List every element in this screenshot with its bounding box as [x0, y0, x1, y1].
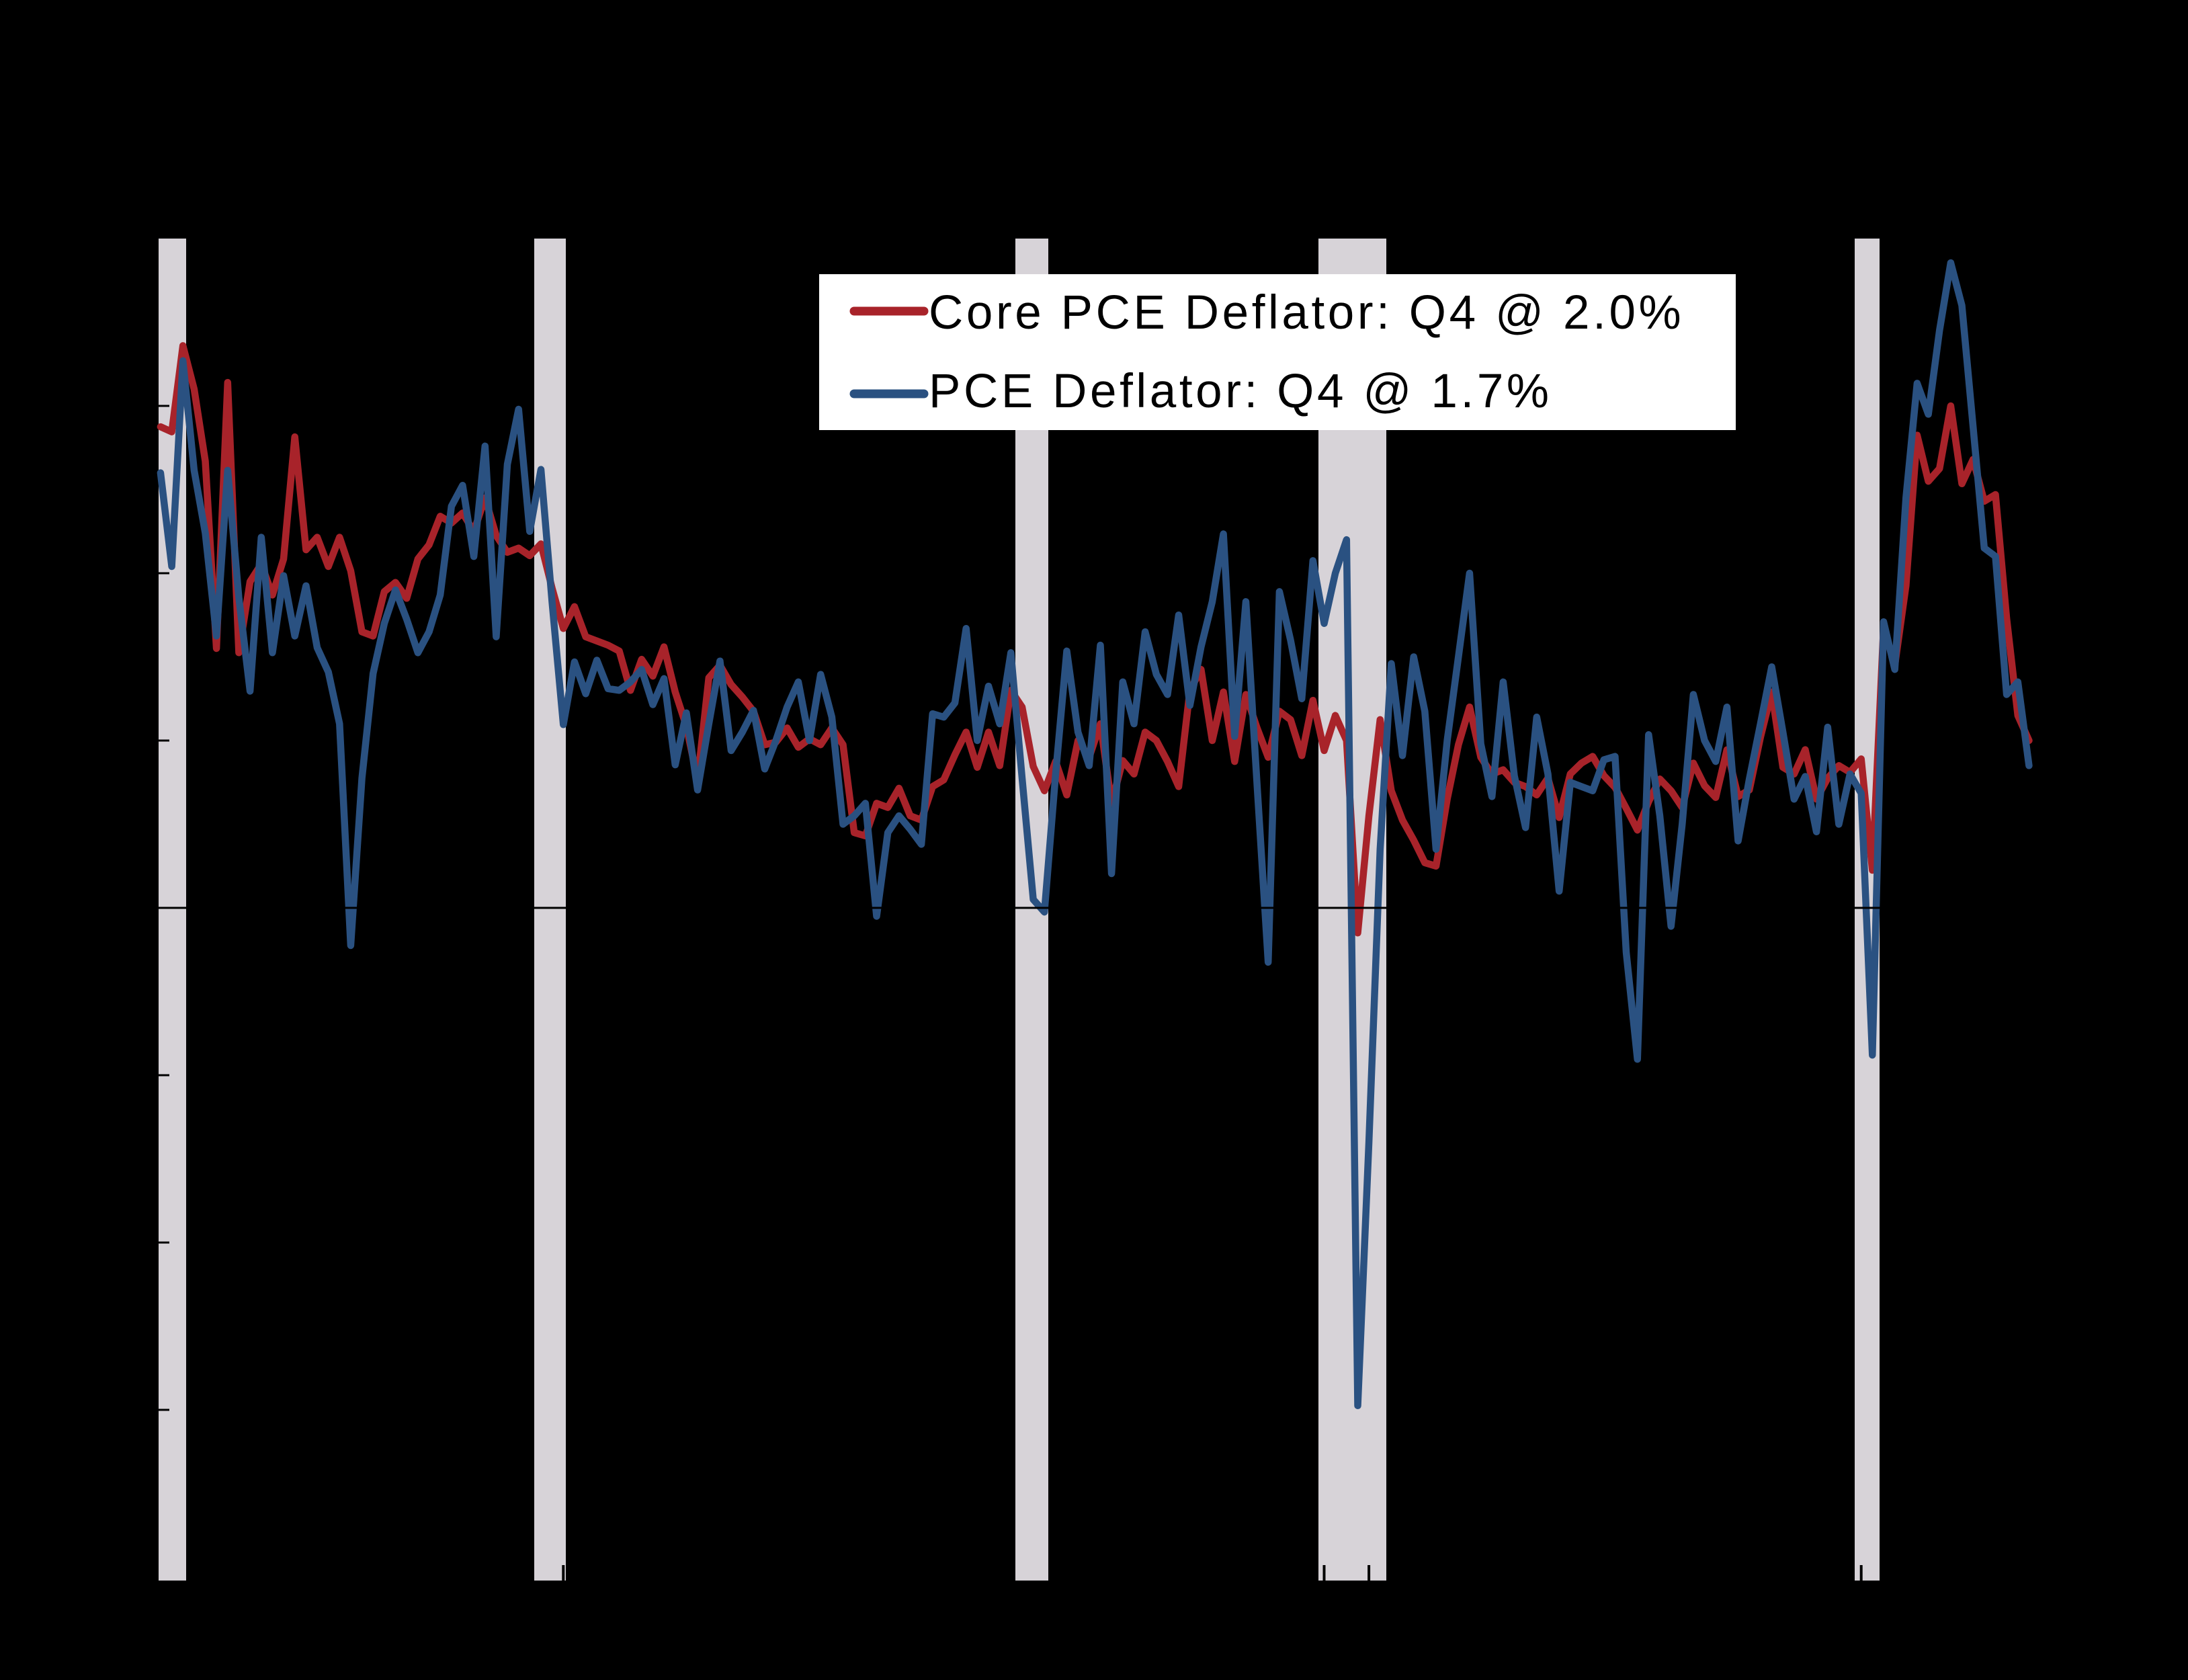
svg-text:PCE Deflator: Q4 @ 1.7%: PCE Deflator: Q4 @ 1.7% [929, 365, 1552, 418]
svg-text:Core PCE Deflator: Q4 @ 2.0%: Core PCE Deflator: Q4 @ 2.0% [929, 286, 1684, 339]
